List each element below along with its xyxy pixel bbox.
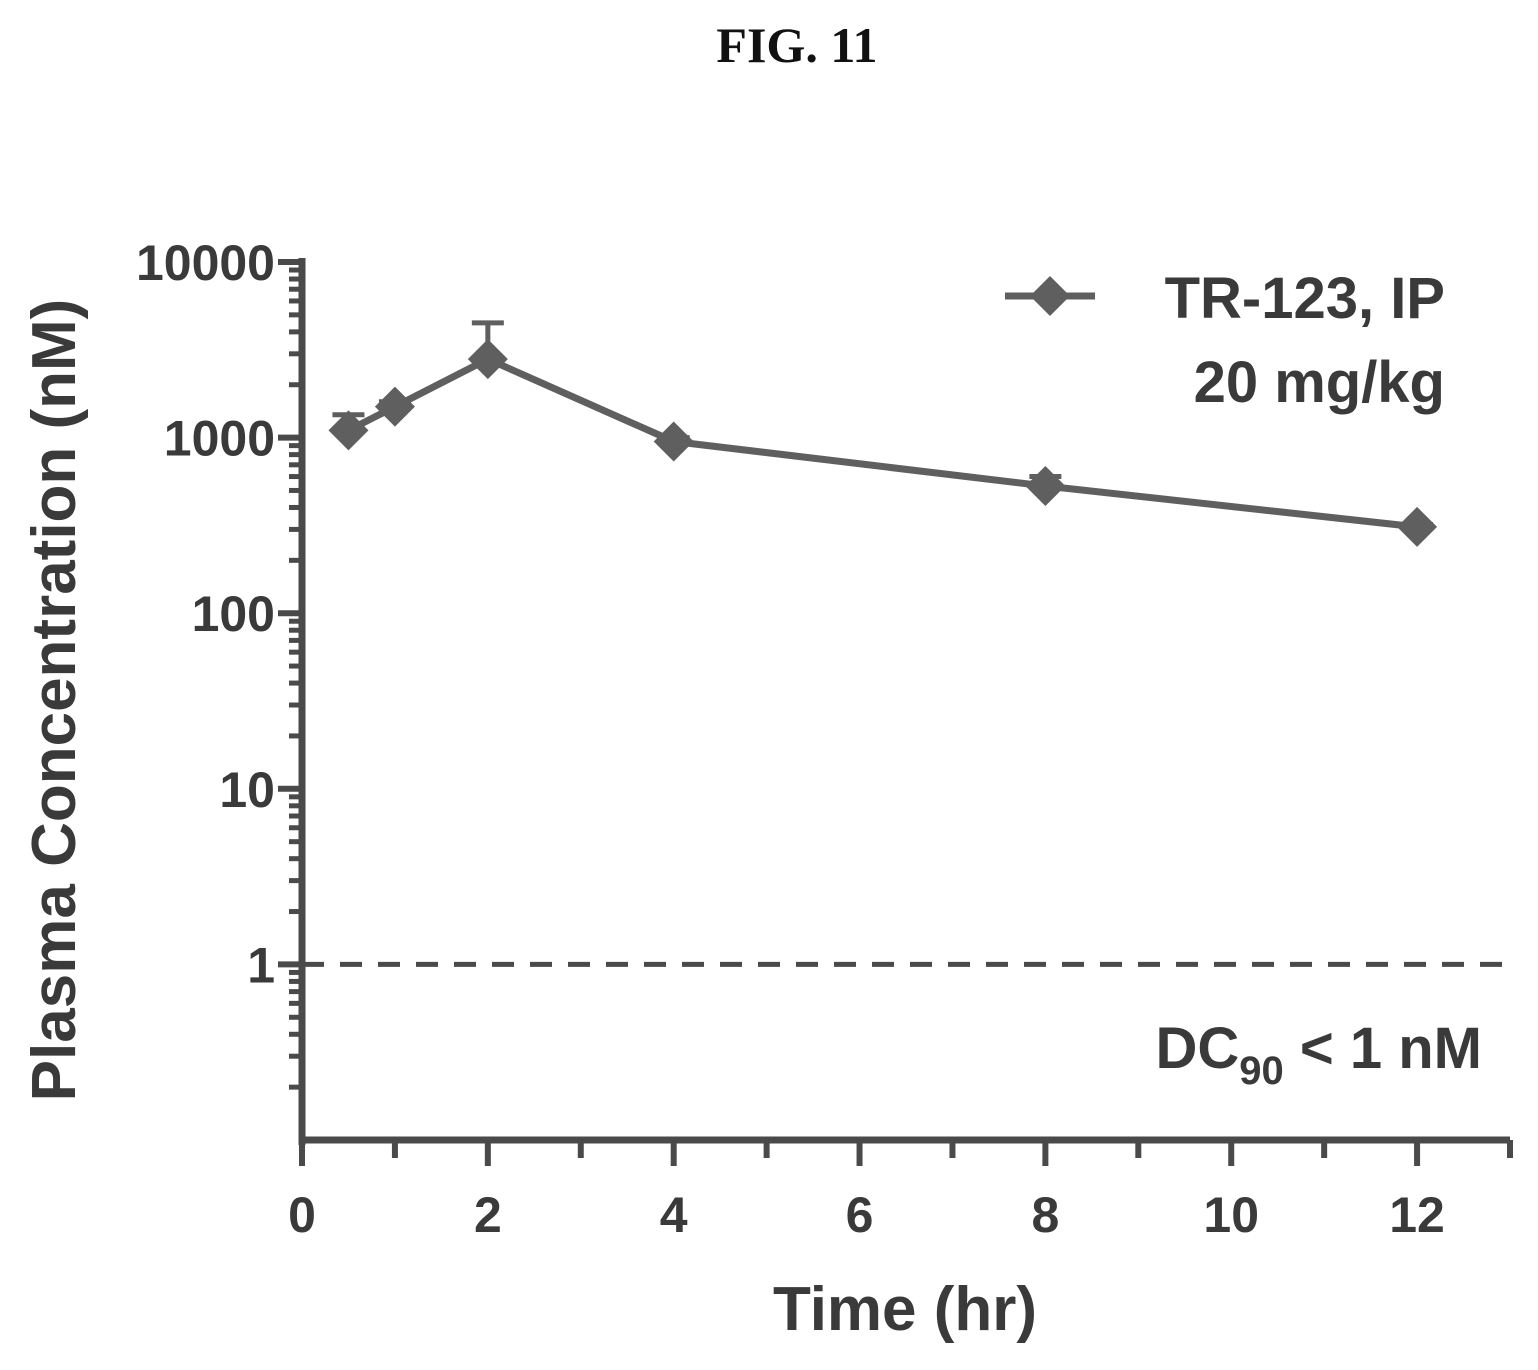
x-axis-ticks: 0 2 4 6 8 10 12	[288, 1140, 1513, 1243]
series-group	[328, 320, 1438, 547]
data-point-2	[467, 339, 508, 380]
x-tick-label-0: 0	[288, 1187, 316, 1243]
legend-marker	[1030, 276, 1070, 316]
reference-line-label: DC90 < 1 nM	[1156, 1016, 1483, 1093]
y-tick-label-1: 1	[247, 937, 275, 993]
x-tick-label-4: 4	[660, 1187, 688, 1243]
x-tick-label-12: 12	[1389, 1187, 1445, 1243]
figure-label: FIG. 11	[716, 17, 877, 73]
data-point-0	[328, 410, 369, 451]
legend: TR-123, IP 20 mg/kg	[1005, 266, 1445, 415]
legend-label: TR-123, IP	[1165, 266, 1445, 331]
x-tick-label-8: 8	[1031, 1187, 1059, 1243]
reference-label-prefix: DC	[1156, 1016, 1240, 1081]
reference-line-group: DC90 < 1 nM	[302, 961, 1510, 1093]
data-point-3	[653, 421, 694, 462]
data-point-1	[374, 386, 415, 427]
y-tick-label-1000: 1000	[164, 411, 275, 467]
x-tick-label-10: 10	[1203, 1187, 1259, 1243]
legend-label-line2: 20 mg/kg	[1194, 350, 1445, 415]
axes	[298, 258, 1510, 1145]
y-axis-ticks: 1 10 100 1000 10000	[136, 235, 302, 1090]
data-point-4	[1025, 466, 1066, 507]
x-tick-label-2: 2	[474, 1187, 502, 1243]
reference-label-suffix: < 1 nM	[1284, 1016, 1482, 1081]
y-tick-label-10: 10	[219, 762, 275, 818]
reference-label-subscript: 90	[1239, 1049, 1284, 1093]
y-axis-title: Plasma Concentration (nM)	[20, 299, 89, 1102]
data-point-5	[1397, 506, 1438, 547]
y-tick-label-10000: 10000	[136, 235, 275, 291]
y-tick-label-100: 100	[192, 586, 275, 642]
x-tick-label-6: 6	[846, 1187, 874, 1243]
x-axis-title: Time (hr)	[773, 1275, 1037, 1344]
